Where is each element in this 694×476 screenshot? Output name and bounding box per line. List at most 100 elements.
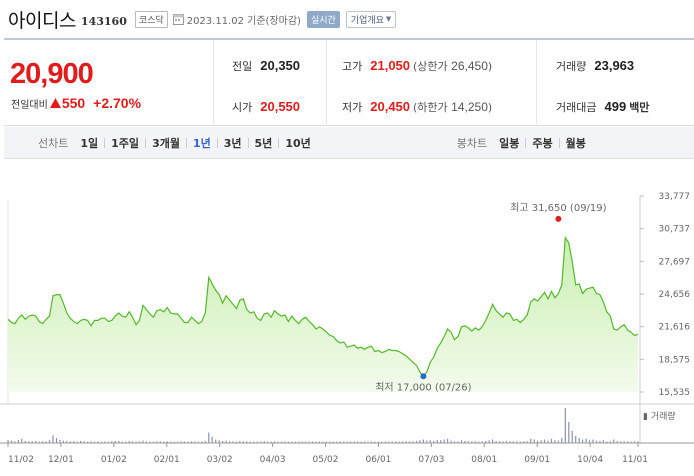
period-10y[interactable]: 10년 [285,136,311,150]
amount-value: 499 [604,99,627,114]
volume-bar [204,440,206,443]
volume-bar [163,441,165,443]
volume-bar [540,440,542,443]
chevron-down-icon: ▼ [385,15,392,23]
volume-bar [367,441,369,443]
volume-bar [121,441,123,443]
volume-bar [554,440,556,443]
volume-bar [253,441,255,443]
volume-bar [422,439,424,443]
volume-bar [166,441,168,444]
volume-bar [149,441,151,443]
volume-bar [467,441,469,444]
x-tick-label: 12/01 [48,455,74,465]
volume-bar [550,438,553,443]
volume-bar [28,441,30,444]
volume-bar [447,438,449,443]
volume-bar [492,439,494,443]
volume-bar [273,441,276,444]
volume-bar [93,441,96,443]
company-info-label: 기업개요 [350,15,384,26]
volume-bar [218,440,220,443]
price-line [7,235,639,378]
volume-bar [138,441,141,444]
volume-bar [588,440,591,443]
period-5y[interactable]: 5년 [254,136,273,150]
x-tick-label: 06/01 [365,455,391,465]
period-1y[interactable]: 1년 [192,136,211,150]
volume-bar [83,441,85,444]
period-1d[interactable]: 1일 [80,136,99,150]
up-triangle-icon [49,98,61,108]
volume-bar [31,441,33,444]
volume-bar [325,441,328,443]
volume-bar [537,440,539,444]
period-1w[interactable]: 1주일 [111,136,140,150]
current-price-panel: 20,900 전일대비 550 +2.70% [4,40,214,125]
x-tick-label: 01/02 [101,455,127,465]
volume-bar [595,440,598,444]
volume-bar [609,441,611,444]
volume-bar [177,441,179,443]
divider [216,137,218,148]
candle-daily[interactable]: 일봉 [499,136,520,150]
candle-weekly[interactable]: 주봉 [532,136,553,150]
volume-bar [267,441,269,443]
volume-bar [239,440,241,443]
candle-monthly[interactable]: 월봉 [565,136,586,150]
volume-bar [170,441,172,443]
x-tick-label: 03/02 [207,455,233,465]
period-3m[interactable]: 3개월 [152,136,180,150]
volume-bar [436,439,438,443]
volume-bar [90,441,92,444]
volume-bar [48,440,51,443]
volume-bar [616,440,618,443]
change-value: 550 [61,95,86,111]
volume-bar [474,441,476,444]
volume-bar [59,439,61,443]
volume-bar [308,441,310,443]
volume-bar [135,441,137,443]
realtime-button[interactable]: 실시간 [306,10,340,28]
divider [145,137,147,148]
low-marker [420,373,427,380]
volume-bar [294,441,296,443]
volume-value: 23,963 [594,58,635,73]
volume-bar [256,441,258,443]
volume-bar [464,440,466,443]
y-tick-label: 21,616 [659,323,691,333]
x-tick-label: 08/01 [471,455,497,465]
volume-bar [613,439,615,443]
volume-bar [287,441,289,443]
volume-bar [495,440,497,443]
volume-bar [561,437,563,444]
volume-bar [419,440,421,443]
prev-close-label: 전일 [232,60,253,73]
amount-unit: 백만 [629,101,650,114]
volume-bar [225,440,227,444]
volume-bar [246,441,248,444]
x-axis-ticks: 11/02 12/01 01/02 02/01 03/02 04/03 05/02 06/01… [7,443,648,465]
trade-amount: 거래대금 499 백만 [556,99,649,115]
x-tick-label: 11/02 [8,455,34,465]
change-percent: +2.70% [93,95,142,111]
column-divider [536,40,537,126]
volume-bar [132,441,134,444]
volume-bar [350,441,352,443]
period-3y[interactable]: 3년 [223,136,242,150]
x-tick-label: 02/01 [154,455,180,465]
divider [558,137,560,148]
volume-bar [627,441,629,444]
volume-bar [249,441,251,443]
company-info-dropdown[interactable]: 기업개요 ▼ [345,10,397,28]
volume-bar [17,439,19,443]
volume-bar [519,441,521,443]
volume-bar [440,440,442,443]
upper-limit-value: 26,450 [451,59,488,73]
volume-bar [505,440,508,443]
x-tick-label: 04/03 [260,455,286,465]
volume-bar [301,441,303,443]
volume-bar [363,441,366,443]
volume-bar [460,440,463,443]
open-label: 시가 [232,101,253,114]
